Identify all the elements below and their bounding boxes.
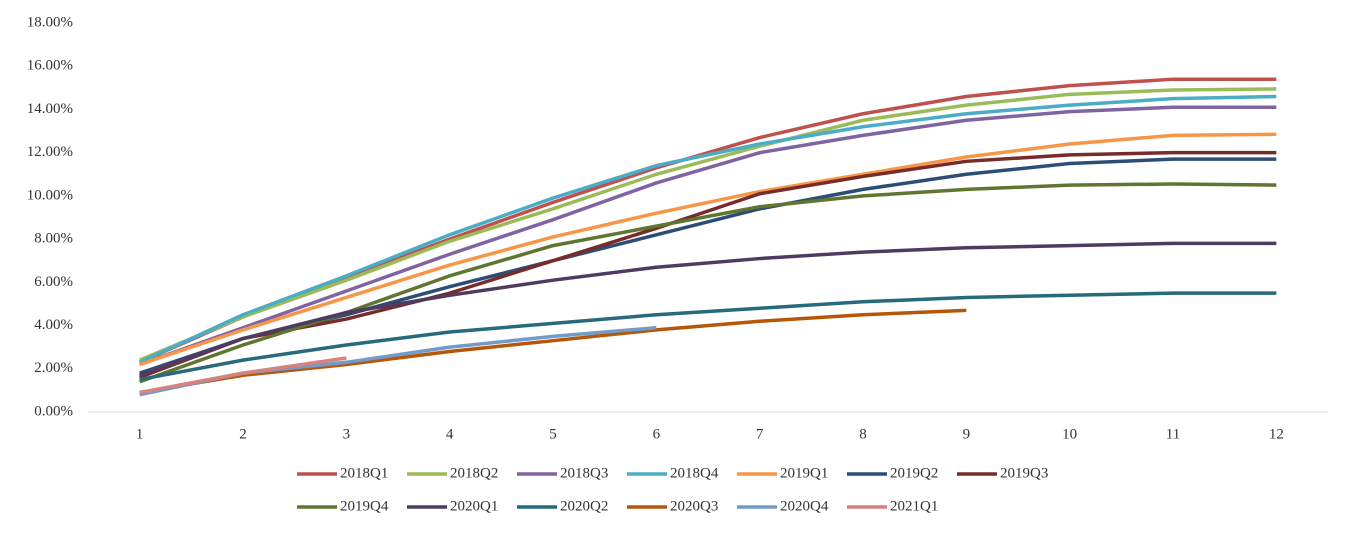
legend-label: 2020Q2 xyxy=(560,498,608,514)
x-tick-label: 12 xyxy=(1269,426,1284,442)
legend-label: 2020Q1 xyxy=(450,498,498,514)
series-line xyxy=(139,308,967,395)
series-line xyxy=(139,182,1277,384)
y-tick-label: 8.00% xyxy=(34,231,73,247)
x-tick-label: 1 xyxy=(136,426,144,442)
legend-label: 2019Q1 xyxy=(780,465,828,481)
legend-label: 2019Q2 xyxy=(890,465,938,481)
y-tick-label: 2.00% xyxy=(34,360,73,376)
series-line xyxy=(139,105,1277,367)
y-tick-label: 12.00% xyxy=(27,144,73,160)
legend-label: 2021Q1 xyxy=(890,498,938,514)
x-tick-label: 8 xyxy=(859,426,867,442)
series-line xyxy=(139,356,347,395)
x-tick-label: 6 xyxy=(653,426,661,442)
legend-label: 2020Q4 xyxy=(780,498,829,514)
legend-label: 2019Q3 xyxy=(1000,465,1048,481)
x-tick-label: 4 xyxy=(446,426,454,442)
x-tick-label: 2 xyxy=(239,426,247,442)
x-tick-label: 10 xyxy=(1062,426,1077,442)
series-line xyxy=(139,132,1277,367)
y-tick-label: 0.00% xyxy=(34,403,73,419)
y-tick-label: 10.00% xyxy=(27,187,73,203)
series-line xyxy=(139,150,1277,380)
series-line xyxy=(139,241,1277,377)
legend-label: 2018Q1 xyxy=(340,465,388,481)
x-tick-label: 9 xyxy=(963,426,971,442)
series-line xyxy=(138,87,1277,362)
x-tick-label: 3 xyxy=(343,426,351,442)
series-line xyxy=(139,291,1277,382)
x-tick-label: 11 xyxy=(1166,426,1180,442)
y-tick-label: 4.00% xyxy=(34,317,73,333)
legend-label: 2019Q4 xyxy=(340,498,389,514)
legend-label: 2018Q3 xyxy=(560,465,608,481)
y-tick-label: 16.00% xyxy=(27,58,73,74)
legend-label: 2020Q3 xyxy=(670,498,718,514)
legend-label: 2018Q2 xyxy=(450,465,498,481)
series-line xyxy=(139,157,1277,375)
x-tick-label: 5 xyxy=(549,426,557,442)
x-tick-label: 7 xyxy=(756,426,764,442)
y-tick-label: 6.00% xyxy=(34,274,73,290)
y-tick-label: 14.00% xyxy=(27,101,73,117)
series-line xyxy=(138,94,1277,364)
legend-label: 2018Q4 xyxy=(670,465,719,481)
y-tick-label: 18.00% xyxy=(27,14,73,30)
